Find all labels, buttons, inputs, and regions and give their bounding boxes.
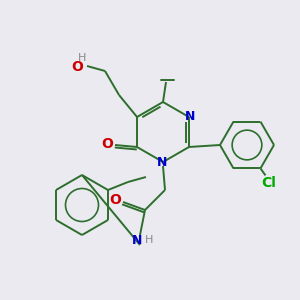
Text: H: H — [145, 235, 153, 245]
Text: O: O — [101, 137, 113, 151]
Text: Cl: Cl — [261, 176, 276, 190]
Text: O: O — [71, 60, 83, 74]
Text: H: H — [78, 53, 86, 63]
Text: N: N — [157, 155, 167, 169]
Text: N: N — [132, 233, 142, 247]
Text: N: N — [185, 110, 195, 124]
Text: O: O — [109, 193, 121, 207]
